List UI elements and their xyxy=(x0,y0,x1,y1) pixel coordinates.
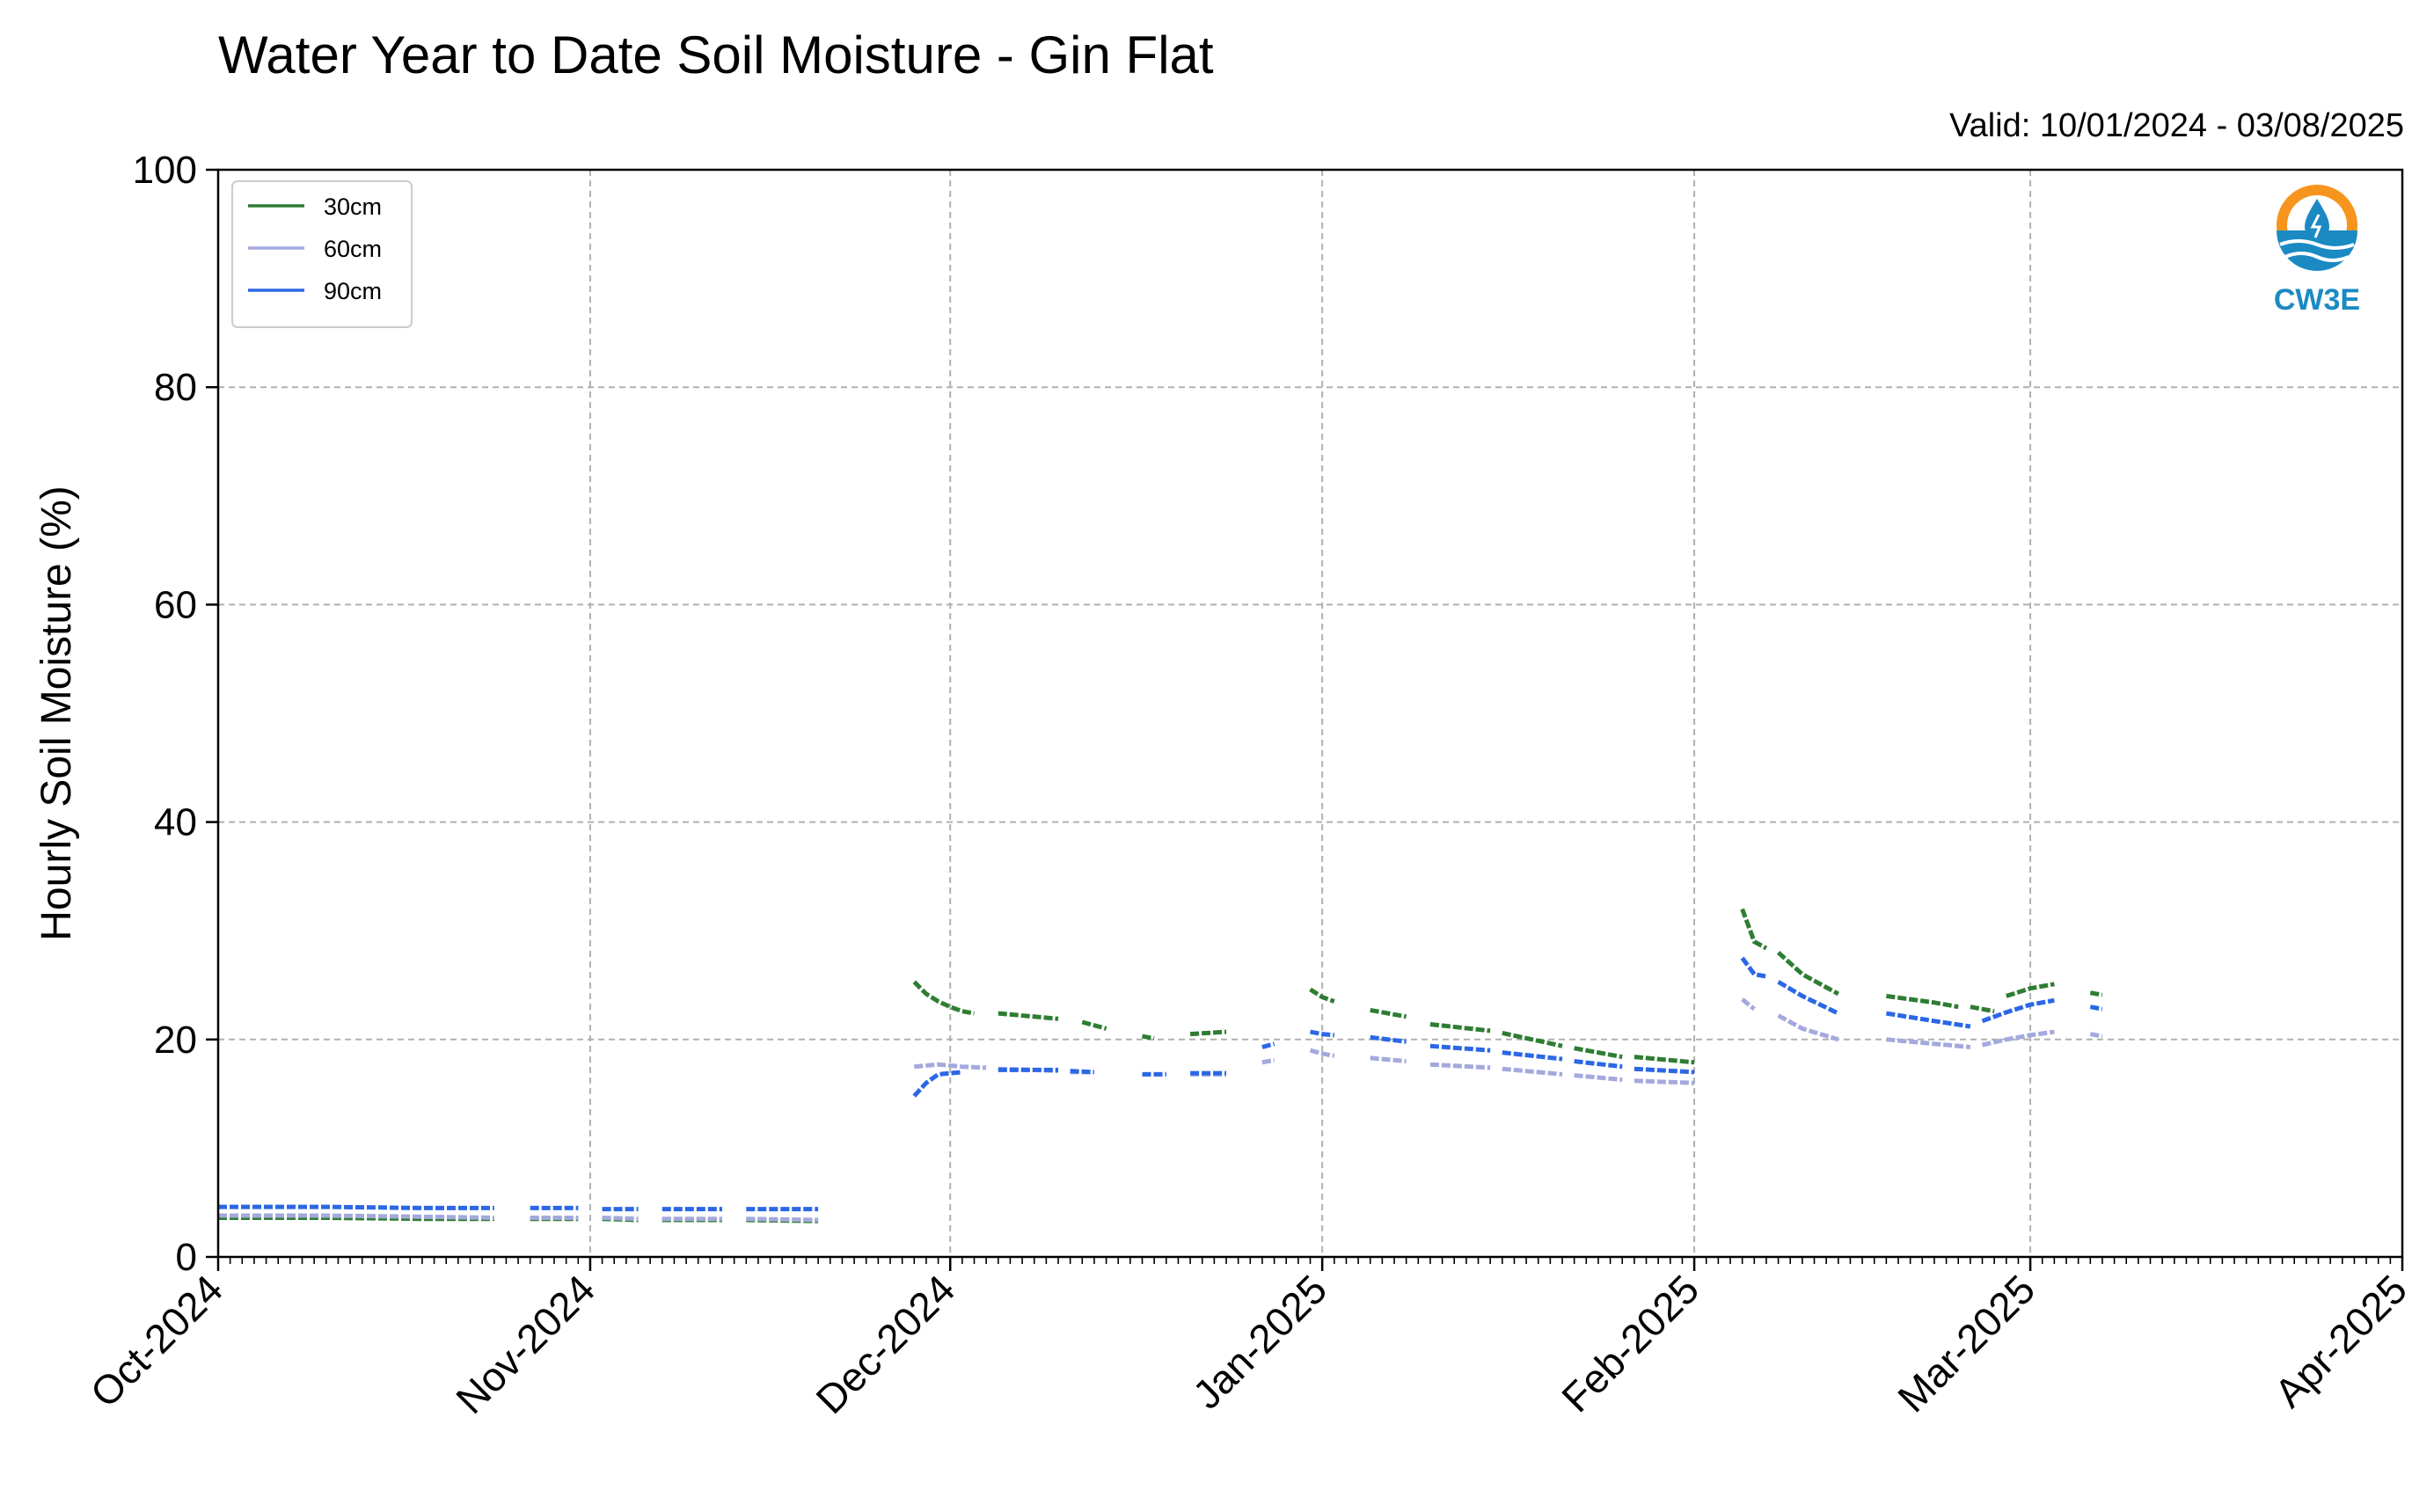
series-line-30cm xyxy=(2006,982,2055,998)
cw3e-logo: CW3E xyxy=(2274,185,2360,317)
series-line-30cm xyxy=(1776,951,1839,997)
plot-frame xyxy=(216,168,2404,1259)
x-tick-label: Mar-2025 xyxy=(1889,1266,2043,1421)
series-line-30cm xyxy=(1970,1004,1995,1014)
series-line-30cm xyxy=(1309,987,1335,1004)
series-line-90cm xyxy=(1070,1069,1095,1075)
series-line-30cm xyxy=(1081,1019,1107,1031)
series-line-90cm xyxy=(2089,1004,2103,1012)
series-line-30cm xyxy=(2089,990,2103,997)
series-line-60cm xyxy=(914,1062,987,1070)
series-line-90cm xyxy=(1429,1043,1491,1053)
series-90cm xyxy=(218,956,2103,1212)
series-line-60cm xyxy=(1261,1057,1275,1065)
series-line-90cm xyxy=(1502,1050,1563,1062)
series-line-30cm xyxy=(1370,1007,1407,1019)
series-line-90cm xyxy=(1574,1059,1623,1070)
series-30cm xyxy=(218,908,2103,1223)
y-tick-label: 0 xyxy=(176,1236,197,1279)
series-line-30cm xyxy=(1740,908,1768,951)
series-line-60cm xyxy=(2089,1032,2103,1039)
series-line-90cm xyxy=(1261,1041,1275,1049)
series-line-60cm xyxy=(1502,1066,1563,1077)
water-drop-logo-icon xyxy=(2277,185,2357,271)
series-line-90cm xyxy=(218,1204,494,1210)
series-line-90cm xyxy=(912,1070,963,1098)
x-tick-label: Apr-2025 xyxy=(2265,1266,2416,1416)
series-layer xyxy=(218,908,2103,1223)
series-line-30cm xyxy=(1574,1046,1623,1060)
series-line-90cm xyxy=(1981,997,2055,1024)
series-line-60cm xyxy=(1741,997,1756,1012)
series-line-60cm xyxy=(1370,1055,1407,1063)
series-line-60cm xyxy=(746,1216,819,1223)
y-tick-label: 80 xyxy=(154,366,197,409)
x-tick-label: Dec-2024 xyxy=(807,1266,963,1422)
series-line-60cm xyxy=(1309,1048,1335,1058)
y-tick-label: 60 xyxy=(154,583,197,626)
series-line-90cm xyxy=(1370,1034,1407,1044)
series-line-30cm xyxy=(1502,1030,1563,1048)
logo-text: CW3E xyxy=(2274,283,2360,317)
series-60cm xyxy=(218,997,2103,1223)
x-tick-label: Jan-2025 xyxy=(1184,1266,1335,1417)
legend-label-90cm: 90cm xyxy=(324,278,382,304)
series-line-60cm xyxy=(1574,1073,1623,1082)
series-line-60cm xyxy=(1777,1013,1839,1042)
series-line-30cm xyxy=(912,980,975,1016)
axis-ticks: 0 20 40 60 80 100 Oct-2024 Nov-2024 Dec-2024 Jan-… xyxy=(82,149,2416,1422)
legend-box xyxy=(231,180,413,328)
legend: 30cm 60cm 90cm xyxy=(231,180,413,328)
legend-label-60cm: 60cm xyxy=(324,236,382,262)
series-line-90cm xyxy=(1886,1011,1971,1029)
series-line-90cm xyxy=(1740,956,1767,979)
x-tick-label: Nov-2024 xyxy=(447,1266,603,1422)
grid-lines xyxy=(218,170,2402,1257)
series-line-60cm xyxy=(602,1216,639,1222)
series-line-90cm xyxy=(1310,1029,1335,1038)
x-tick-label: Oct-2024 xyxy=(82,1266,232,1416)
x-tick-label: Feb-2025 xyxy=(1553,1266,1707,1421)
series-line-60cm xyxy=(1981,1029,2055,1048)
y-axis-label: Hourly Soil Moisture (%) xyxy=(33,486,80,940)
series-line-30cm xyxy=(1634,1055,1695,1065)
chart-subtitle: Valid: 10/01/2024 - 03/08/2025 xyxy=(1949,107,2404,144)
chart-title: Water Year to Date Soil Moisture - Gin F… xyxy=(218,26,1214,84)
series-line-60cm xyxy=(1886,1037,1971,1049)
y-tick-label: 100 xyxy=(133,149,197,192)
y-tick-label: 20 xyxy=(154,1019,197,1062)
series-line-30cm xyxy=(1189,1029,1227,1037)
series-line-90cm xyxy=(1634,1066,1695,1075)
series-line-30cm xyxy=(1429,1022,1491,1034)
y-tick-label: 40 xyxy=(154,801,197,844)
series-line-60cm xyxy=(218,1213,494,1220)
series-line-60cm xyxy=(1429,1062,1491,1070)
series-line-30cm xyxy=(1886,993,1959,1010)
legend-label-30cm: 30cm xyxy=(324,194,382,220)
series-line-30cm xyxy=(998,1011,1059,1021)
series-line-30cm xyxy=(1142,1034,1155,1041)
series-line-90cm xyxy=(1777,980,1839,1016)
series-line-60cm xyxy=(1634,1078,1695,1085)
